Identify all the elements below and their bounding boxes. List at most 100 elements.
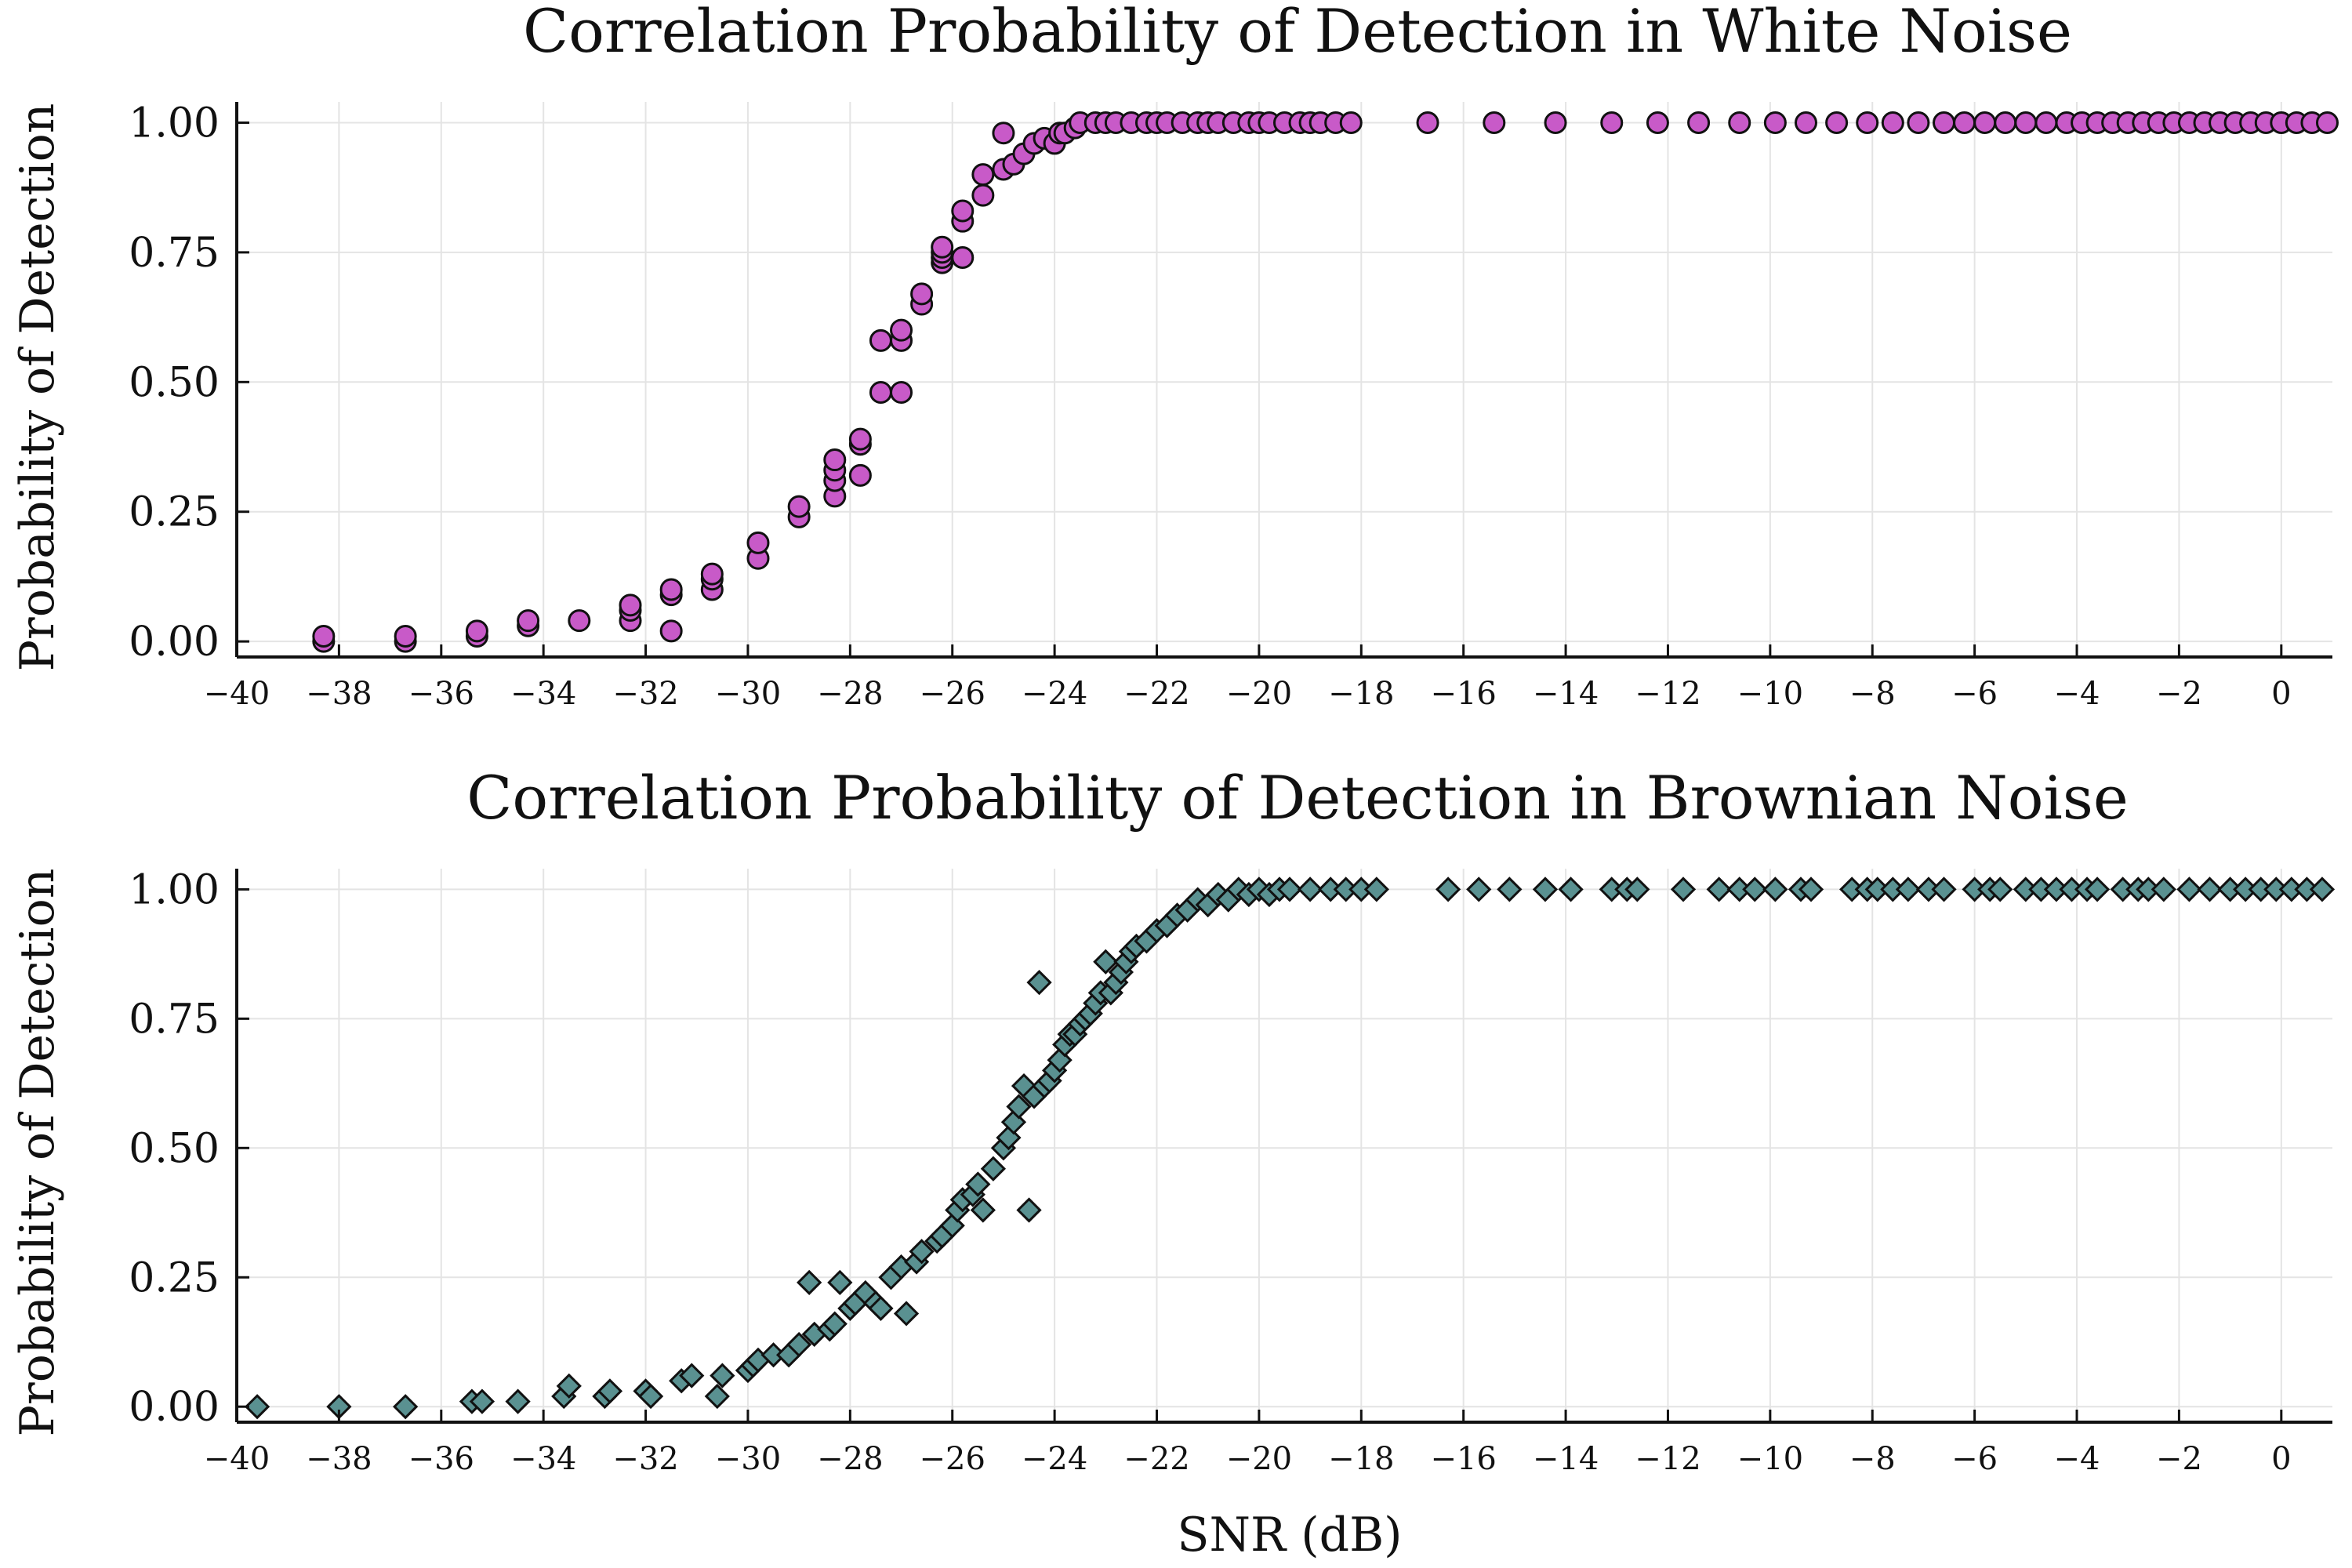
data-point [1728, 111, 1751, 134]
x-tick-label: −38 [306, 676, 372, 712]
data-point [312, 625, 336, 648]
data-point [971, 183, 995, 207]
x-tick-label: −36 [408, 676, 474, 712]
x-tick-label: −40 [204, 676, 270, 712]
data-point [2197, 877, 2223, 902]
x-tick-label: −4 [2054, 1441, 2100, 1477]
x-tick-label: −24 [1022, 676, 1087, 712]
y-tick-label: 0.75 [129, 996, 220, 1043]
x-tick-label: −28 [817, 676, 883, 712]
chart-title: Correlation Probability of Detection in … [466, 763, 2129, 833]
y-tick-label: 0.50 [129, 1125, 220, 1172]
data-point [1794, 111, 1817, 134]
data-point [951, 246, 975, 270]
data-point [1297, 877, 1323, 902]
data-point [679, 1363, 705, 1388]
data-point [1881, 111, 1904, 134]
x-tick-label: −10 [1737, 676, 1803, 712]
x-tick-label: −36 [408, 1441, 474, 1477]
white-noise-panel: Correlation Probability of Detection in … [10, 0, 2339, 712]
data-point [1994, 111, 2017, 134]
data-point [1856, 111, 1879, 134]
data-point [1953, 111, 1976, 134]
x-tick-label: −18 [1328, 1441, 1394, 1477]
data-point [710, 1363, 735, 1388]
x-tick-label: −12 [1635, 676, 1700, 712]
data-point [823, 448, 847, 472]
x-tick-label: −16 [1430, 1441, 1496, 1477]
data-point [746, 531, 770, 554]
y-tick-label: 0.25 [129, 1254, 220, 1301]
data-point [1973, 111, 1997, 134]
x-tick-label: −32 [612, 1441, 678, 1477]
x-tick-label: −22 [1123, 1441, 1189, 1477]
data-point [2309, 877, 2336, 902]
data-point [893, 1301, 920, 1327]
data-point [980, 1156, 1007, 1181]
data-points [244, 877, 2336, 1420]
data-point [1093, 949, 1119, 975]
y-tick-label: 0.00 [129, 1384, 220, 1431]
x-tick-label: −32 [612, 676, 678, 712]
brownian-noise-panel: Correlation Probability of Detection in … [10, 763, 2336, 1563]
data-point [970, 1197, 996, 1223]
x-tick-label: −20 [1226, 676, 1292, 712]
y-tick-label: 0.75 [129, 230, 220, 277]
data-point [2014, 111, 2038, 134]
data-point [1436, 877, 1461, 902]
data-point [244, 1394, 270, 1420]
data-point [931, 235, 954, 259]
x-tick-label: −34 [510, 676, 576, 712]
data-point [848, 427, 872, 451]
data-point [1987, 877, 2013, 902]
data-point [1532, 877, 1559, 902]
x-tick-label: −26 [920, 1441, 985, 1477]
data-point [1600, 111, 1624, 134]
data-points [312, 111, 2339, 653]
x-axis-label: SNR (dB) [1177, 1508, 1402, 1563]
y-tick-label: 1.00 [129, 100, 220, 147]
data-point [1276, 877, 1303, 902]
data-point [597, 1378, 623, 1404]
x-tick-label: −4 [2054, 676, 2100, 712]
x-tick-label: −14 [1533, 676, 1599, 712]
x-tick-label: −20 [1226, 1441, 1292, 1477]
data-point [505, 1388, 531, 1414]
x-tick-label: −28 [817, 1441, 883, 1477]
y-tick-label: 1.00 [129, 866, 220, 913]
data-point [2315, 111, 2339, 134]
x-tick-label: −10 [1737, 1441, 1803, 1477]
data-point [1931, 877, 1957, 902]
data-point [619, 593, 642, 617]
x-tick-label: 0 [2271, 676, 2291, 712]
data-point [951, 199, 975, 223]
data-point [1497, 877, 1523, 902]
data-point [890, 381, 913, 405]
data-point [992, 122, 1015, 145]
data-point [1895, 877, 1922, 902]
data-point [1933, 111, 1956, 134]
data-point [1416, 111, 1439, 134]
data-point [1762, 877, 1788, 902]
x-tick-label: −16 [1430, 676, 1496, 712]
chart-title: Correlation Probability of Detection in … [523, 0, 2072, 66]
x-tick-label: −26 [920, 676, 985, 712]
data-point [469, 1388, 495, 1414]
data-point [1670, 877, 1697, 902]
data-point [869, 381, 892, 405]
x-tick-label: −22 [1123, 676, 1189, 712]
data-point [971, 163, 995, 187]
data-point [848, 463, 872, 487]
x-tick-label: −2 [2156, 676, 2202, 712]
data-point [786, 1331, 812, 1358]
data-point [1006, 1094, 1032, 1120]
data-point [1646, 111, 1669, 134]
data-point [659, 619, 683, 643]
data-point [1624, 877, 1650, 902]
data-point [1706, 877, 1732, 902]
data-point [909, 1239, 935, 1265]
data-point [556, 1373, 582, 1399]
data-point [1687, 111, 1711, 134]
data-point [465, 619, 488, 643]
data-point [517, 609, 540, 633]
